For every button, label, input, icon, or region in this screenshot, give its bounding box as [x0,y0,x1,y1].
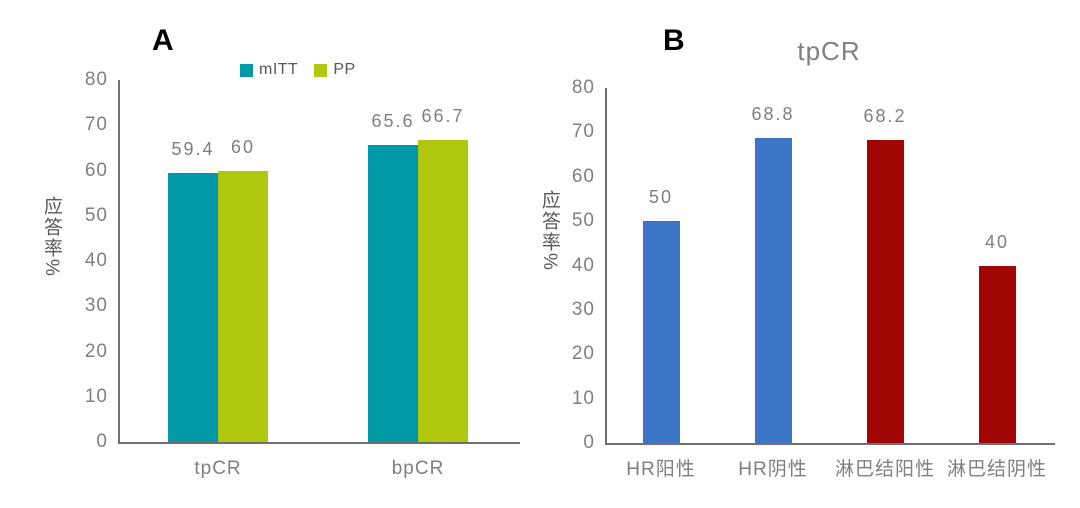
bar-tpCR-PP [218,170,268,442]
legend-label: PP [333,61,356,78]
category-label: HR阳性 [626,459,696,480]
bar-bpCR-mITT [368,145,418,442]
legend-swatch-icon [314,63,328,77]
bar-淋巴结阳性-tpCR [866,140,904,443]
y-tick-label: 40 [571,254,595,276]
panel-a: A mITT PP 应答率% 0 10 20 30 40 50 60 70 80 59.4 60 tpC… [40,24,520,479]
y-tick-label: 30 [84,295,108,317]
panel-a-letter: A [152,24,174,57]
legend-swatch-icon [240,63,253,77]
legend-label: mITT [259,61,299,78]
bar-value-label: 50 [648,187,674,208]
y-tick-label: 20 [84,340,108,362]
y-tick-label: 70 [84,114,108,136]
bar-value-label: 68.8 [751,103,795,124]
bar-value-label: 40 [984,231,1010,252]
y-tick-label: 10 [571,387,595,409]
y-tick-label: 80 [571,77,595,98]
bar-HR阴性-tpCR [754,137,792,443]
bar-value-label: 60 [230,136,256,157]
bar-HR阳性-tpCR [642,221,680,443]
bar-value-label: 68.2 [863,106,907,127]
y-tick-label: 80 [84,69,108,90]
y-tick-label: 20 [571,343,595,365]
bar-value-label: 65.6 [371,111,415,132]
category-label: 淋巴结阳性 [834,459,936,480]
y-tick-label: 0 [583,432,595,453]
chart-title-b: tpCR [797,36,861,66]
y-axis-title-b: 应答率% [538,190,560,272]
y-tick-label: 70 [571,121,595,143]
y-tick-label: 60 [571,165,595,187]
legend-item: PP [314,62,355,78]
bar-value-label: 66.7 [421,106,465,127]
plot-area-a [118,80,520,444]
bar-value-label: 59.4 [171,139,215,160]
bar-bpCR-PP [418,140,468,442]
y-axis-title-a: 应答率% [40,196,62,278]
y-tick-label: 10 [84,385,108,407]
category-label: bpCR [391,458,445,479]
panel-b-letter: B [663,24,685,57]
y-tick-label: 50 [84,204,108,226]
y-tick-label: 60 [84,159,108,181]
y-tick-label: 30 [571,298,595,320]
y-tick-label: 50 [571,210,595,232]
bar-tpCR-mITT [168,173,218,442]
y-tick-label: 0 [96,431,108,452]
bar-淋巴结阴性-tpCR [978,265,1016,443]
category-label: 淋巴结阴性 [946,459,1048,480]
legend: mITT PP [240,62,372,78]
category-label: HR阴性 [738,459,808,480]
plot-area-b [605,88,1055,445]
panel-b: B tpCR 应答率% 0 10 20 30 40 50 60 70 80 50 HR阳性 68.8 H… [520,0,1080,508]
legend-item: mITT [240,62,298,78]
category-label: tpCR [194,458,242,479]
y-tick-label: 40 [84,250,108,271]
